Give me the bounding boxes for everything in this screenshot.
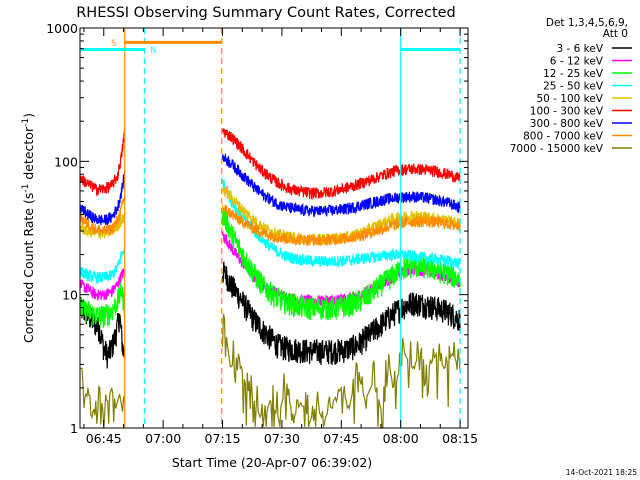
x-axis-label: Start Time (20-Apr-07 06:39:02) — [172, 455, 372, 470]
series-4-segment-1 — [79, 245, 126, 284]
plot-frame — [79, 27, 469, 429]
legend-label-3: 12 - 25 keV — [543, 68, 604, 80]
y-label-sup1: -1 — [21, 184, 31, 193]
series-1 — [79, 261, 461, 369]
y-label-main: Corrected Count Rate (s — [21, 193, 36, 343]
state-bar-label-2: N — [150, 45, 156, 54]
series-8 — [79, 195, 461, 246]
series-6-segment-1 — [79, 126, 126, 197]
series-9 — [80, 313, 461, 428]
state-bar-label-1: S — [111, 38, 116, 47]
series-4 — [79, 178, 461, 284]
y-tick-label-1: 1 — [70, 421, 78, 436]
legend-label-4: 25 - 50 keV — [543, 81, 604, 93]
y-tick-label-3: 100 — [54, 154, 78, 169]
y-label-sup2: -1 — [21, 118, 31, 127]
x-tick-label-7: 08:15 — [442, 431, 478, 446]
axes: 06:45 07:00 07:15 07:30 07:45 08:00 08:15 1 10 10… — [46, 21, 478, 446]
series-4-segment-2 — [221, 178, 461, 270]
chart-title: RHESSI Observing Summary Count Rates, Co… — [76, 5, 456, 21]
series-6 — [79, 126, 461, 201]
series-6-segment-2 — [221, 128, 461, 201]
series-9-segment-1 — [80, 367, 126, 427]
series-3-segment-2 — [221, 207, 461, 321]
series-7-segment-1 — [79, 170, 126, 226]
series-9-segment-2 — [221, 313, 461, 428]
x-tick-label-5: 07:45 — [323, 431, 359, 446]
y-label-end: ) — [21, 113, 36, 118]
series-1-segment-2 — [221, 261, 461, 365]
legend-label-2: 6 - 12 keV — [550, 56, 604, 68]
x-tick-label-4: 07:30 — [264, 431, 300, 446]
series-7-segment-2 — [221, 153, 461, 218]
series-8-segment-1 — [79, 195, 126, 236]
legend-title-line-1: Det 1,3,4,5,6,9, — [546, 17, 628, 29]
series-8-segment-2 — [221, 203, 461, 246]
legend-label-6: 100 - 300 keV — [530, 106, 604, 118]
y-tick-label-4: 1000 — [46, 21, 78, 36]
y-tick-label-2: 10 — [62, 288, 78, 303]
x-tick-label-2: 07:00 — [145, 431, 181, 446]
legend-label-1: 3 - 6 keV — [556, 43, 603, 55]
plot-area: SN — [79, 28, 461, 428]
x-tick-label-3: 07:15 — [205, 431, 241, 446]
series-2-segment-1 — [79, 268, 126, 301]
series-7 — [79, 153, 461, 226]
series-1-segment-1 — [79, 297, 126, 369]
legend-label-9: 7000 - 15000 keV — [510, 143, 604, 155]
legend-label-7: 300 - 800 keV — [530, 118, 604, 130]
footer-timestamp: 14-Oct-2021 18:25 — [566, 468, 637, 477]
legend-label-5: 50 - 100 keV — [536, 93, 603, 105]
legend-label-8: 800 - 7000 keV — [523, 131, 604, 143]
x-tick-label-1: 06:45 — [86, 431, 122, 446]
legend-title-line-2: Att 0 — [603, 28, 628, 40]
y-axis-label: Corrected Count Rate (s-1 detector-1) — [21, 113, 36, 343]
series-3 — [79, 207, 461, 328]
series-3-segment-1 — [79, 282, 126, 328]
y-label-mid: detector — [21, 126, 36, 184]
x-tick-label-6: 08:00 — [383, 431, 419, 446]
